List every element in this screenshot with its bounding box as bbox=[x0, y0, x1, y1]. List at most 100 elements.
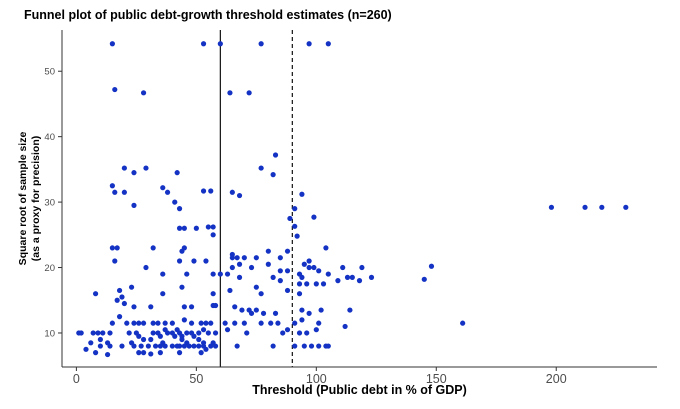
data-point bbox=[239, 307, 245, 313]
data-point bbox=[92, 291, 99, 297]
x-tick-label: 200 bbox=[546, 372, 567, 386]
data-point bbox=[241, 255, 247, 261]
data-point bbox=[148, 336, 154, 343]
data-point bbox=[136, 350, 142, 356]
data-point bbox=[284, 327, 291, 333]
data-point bbox=[162, 343, 168, 349]
data-point bbox=[306, 41, 312, 47]
data-point bbox=[198, 350, 204, 356]
data-point bbox=[160, 271, 166, 277]
data-point bbox=[188, 304, 195, 310]
data-point bbox=[306, 264, 312, 271]
data-point bbox=[131, 202, 137, 208]
data-point bbox=[292, 223, 298, 229]
data-point bbox=[210, 224, 216, 230]
data-point bbox=[119, 343, 125, 349]
data-point bbox=[140, 336, 147, 343]
y-axis-title-line2: (as a proxy for precision) bbox=[30, 136, 42, 261]
data-point bbox=[176, 343, 183, 349]
data-point bbox=[150, 245, 156, 251]
x-tick-label: 150 bbox=[426, 372, 447, 386]
data-point bbox=[131, 343, 137, 349]
data-point bbox=[121, 165, 127, 171]
data-point bbox=[268, 320, 274, 326]
data-point bbox=[241, 320, 247, 326]
data-point bbox=[248, 310, 255, 316]
data-point bbox=[265, 261, 271, 267]
data-point bbox=[112, 189, 118, 195]
data-point bbox=[107, 343, 113, 349]
data-point bbox=[270, 343, 276, 349]
data-point bbox=[205, 330, 211, 336]
data-point bbox=[342, 323, 348, 330]
data-point bbox=[335, 278, 341, 284]
data-point bbox=[179, 248, 185, 254]
data-point bbox=[421, 276, 427, 282]
data-point bbox=[325, 271, 331, 277]
data-point bbox=[181, 343, 187, 349]
data-point bbox=[272, 152, 279, 158]
data-point bbox=[234, 343, 240, 349]
data-point bbox=[316, 343, 322, 349]
data-point bbox=[92, 350, 99, 356]
data-point bbox=[148, 351, 154, 357]
data-point bbox=[157, 343, 163, 349]
data-point bbox=[460, 320, 466, 326]
data-point bbox=[258, 291, 264, 297]
data-point bbox=[277, 255, 283, 261]
data-point bbox=[349, 274, 355, 280]
data-point bbox=[176, 258, 183, 264]
data-point bbox=[227, 287, 233, 294]
data-point bbox=[582, 204, 588, 210]
data-point bbox=[428, 263, 435, 269]
data-point bbox=[210, 232, 216, 238]
data-point bbox=[258, 41, 264, 47]
data-point bbox=[200, 327, 207, 333]
data-point bbox=[277, 268, 283, 274]
data-point bbox=[217, 271, 223, 277]
data-point bbox=[208, 343, 214, 349]
data-point bbox=[318, 307, 324, 313]
data-point bbox=[131, 320, 137, 326]
data-point bbox=[287, 215, 293, 222]
data-point bbox=[109, 183, 115, 189]
data-point bbox=[210, 291, 216, 297]
data-point bbox=[292, 320, 298, 326]
data-point bbox=[112, 86, 118, 93]
data-point bbox=[246, 90, 252, 96]
data-point bbox=[244, 330, 250, 336]
data-point bbox=[203, 258, 209, 264]
data-point bbox=[217, 41, 223, 47]
data-point bbox=[136, 320, 142, 326]
data-point bbox=[119, 294, 125, 300]
data-point bbox=[258, 320, 264, 326]
data-point bbox=[136, 333, 142, 339]
data-point bbox=[181, 304, 187, 310]
data-point bbox=[138, 343, 144, 349]
data-point bbox=[313, 281, 319, 287]
data-point bbox=[623, 204, 629, 210]
data-point bbox=[208, 320, 214, 326]
data-point bbox=[191, 343, 197, 349]
data-point bbox=[104, 351, 111, 358]
data-point bbox=[277, 278, 283, 284]
data-point bbox=[325, 41, 331, 47]
data-point bbox=[284, 248, 291, 254]
data-point bbox=[296, 291, 303, 297]
data-point bbox=[176, 225, 183, 231]
data-point bbox=[109, 245, 115, 251]
data-point bbox=[121, 189, 127, 195]
data-point bbox=[347, 307, 353, 313]
data-point bbox=[184, 271, 190, 277]
data-point bbox=[181, 317, 187, 323]
data-point bbox=[83, 346, 89, 352]
data-point bbox=[191, 258, 197, 264]
data-point bbox=[304, 281, 310, 287]
data-points bbox=[76, 41, 629, 358]
y-tick-label: 50 bbox=[44, 67, 55, 78]
data-point bbox=[253, 284, 259, 290]
data-point bbox=[296, 281, 303, 287]
data-point bbox=[368, 274, 375, 280]
data-point bbox=[90, 330, 96, 336]
data-point bbox=[344, 274, 351, 280]
